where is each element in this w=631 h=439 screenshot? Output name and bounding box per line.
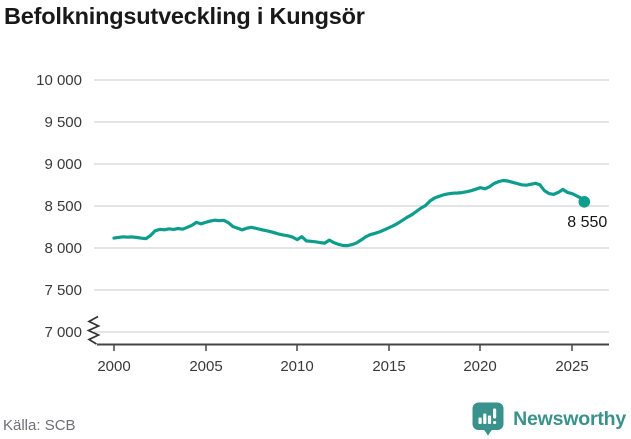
x-tick-label: 2020 <box>463 358 496 375</box>
y-tick-label: 7 000 <box>44 324 82 341</box>
y-tick-label: 8 000 <box>44 240 82 257</box>
x-tick-label: 2015 <box>372 358 405 375</box>
end-value-label: 8 550 <box>567 214 607 231</box>
x-tick-label: 2025 <box>555 358 588 375</box>
end-point-marker <box>578 196 591 208</box>
y-axis-break-icon <box>86 315 101 345</box>
source-label: Källa: SCB <box>3 417 76 434</box>
y-tick-label: 7 500 <box>44 282 82 299</box>
chart-title: Befolkningsutveckling i Kungsör <box>4 3 365 29</box>
y-tick-label: 10 000 <box>36 72 82 89</box>
x-tick-label: 2000 <box>97 358 130 375</box>
y-tick-label: 8 500 <box>44 198 82 215</box>
x-tick-label: 2010 <box>280 358 313 375</box>
x-axis-labels: 2000 2005 2010 2015 2020 2025 <box>97 358 588 375</box>
newsworthy-logo: Newsworthy <box>472 402 626 436</box>
newsworthy-wordmark: Newsworthy <box>513 407 626 430</box>
newsworthy-bubble-chart-icon <box>472 402 504 436</box>
gridlines <box>94 79 609 333</box>
y-tick-label: 9 000 <box>44 156 82 173</box>
x-axis-ticks <box>113 345 573 351</box>
y-axis-labels: 10 000 9 500 9 000 8 500 8 000 7 500 7 0… <box>36 72 82 341</box>
y-tick-label: 9 500 <box>44 114 82 131</box>
population-line-series <box>112 178 586 248</box>
x-tick-label: 2005 <box>189 358 222 375</box>
